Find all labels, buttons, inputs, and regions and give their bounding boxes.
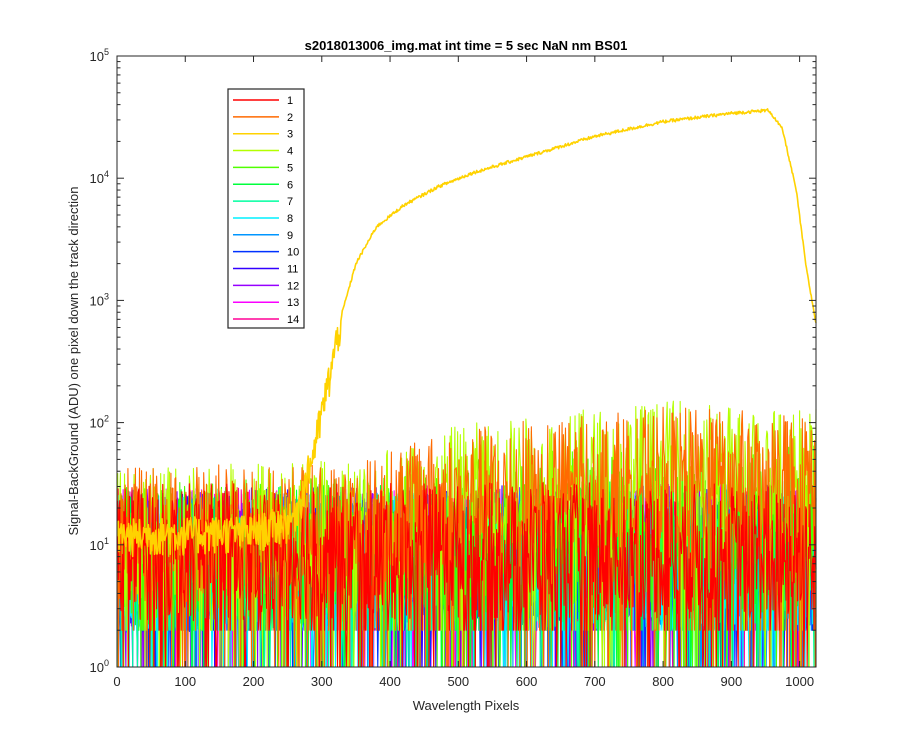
legend-label-12: 12 (287, 280, 299, 292)
x-axis-label: Wavelength Pixels (413, 698, 520, 713)
series-layer (116, 108, 817, 668)
legend-label-10: 10 (287, 247, 299, 259)
x-tick-label: 200 (243, 674, 265, 689)
x-tick-label: 1000 (785, 674, 814, 689)
y-tick-label: 105 (90, 47, 109, 64)
legend-label-9: 9 (287, 230, 293, 242)
x-tick-label: 700 (584, 674, 606, 689)
x-axis-ticks: 0 100 200 300 400 500 600 700 800 900 1000 (113, 56, 814, 689)
legend-box (227, 88, 305, 329)
y-axis-label: Signal-BackGround (ADU) one pixel down t… (66, 186, 81, 535)
series-line-1 (117, 482, 817, 668)
legend-label-8: 8 (287, 213, 293, 225)
series-line-3 (116, 108, 817, 558)
legend-label-11: 11 (287, 264, 298, 276)
legend-label-4: 4 (287, 146, 293, 158)
legend-label-5: 5 (287, 162, 293, 174)
x-tick-label: 100 (174, 674, 196, 689)
legend-label-6: 6 (287, 179, 293, 191)
legend-label-7: 7 (287, 196, 293, 208)
chart-title: s2018013006_img.mat int time = 5 sec NaN… (305, 38, 628, 53)
x-tick-label: 0 (113, 674, 120, 689)
x-tick-label: 300 (311, 674, 333, 689)
x-tick-label: 900 (721, 674, 743, 689)
y-tick-label: 102 (90, 414, 109, 431)
x-tick-label: 800 (652, 674, 674, 689)
x-tick-label: 500 (447, 674, 469, 689)
y-tick-label: 104 (90, 169, 109, 186)
legend-label-14: 14 (287, 314, 299, 326)
x-tick-label: 400 (379, 674, 401, 689)
y-tick-label: 100 (90, 658, 109, 675)
legend-label-1: 1 (287, 95, 293, 107)
legend-label-2: 2 (287, 112, 293, 124)
axes-box (116, 55, 817, 668)
y-tick-label: 101 (90, 536, 109, 553)
x-tick-label: 600 (516, 674, 538, 689)
legend-label-13: 13 (287, 297, 299, 309)
legend-label-3: 3 (287, 129, 293, 141)
y-tick-label: 103 (90, 291, 109, 308)
